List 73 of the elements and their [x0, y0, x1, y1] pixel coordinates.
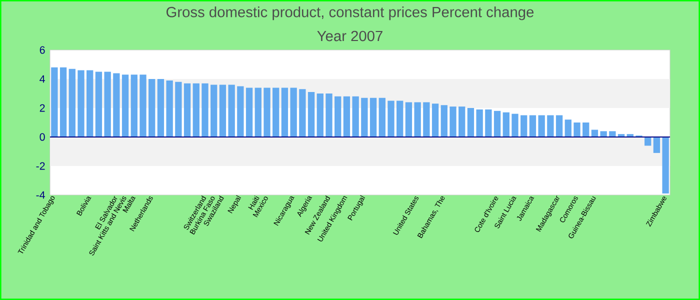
bar [219, 84, 226, 137]
bar [246, 88, 253, 137]
bar [308, 92, 315, 137]
bar [458, 106, 466, 137]
bar [361, 98, 368, 137]
bar [582, 122, 590, 137]
bar [485, 109, 492, 137]
bar [95, 72, 102, 137]
chart-subtitle: Year 2007 [317, 30, 382, 42]
bar [326, 94, 332, 137]
bar [140, 74, 146, 137]
bar [104, 72, 111, 137]
bar [78, 70, 84, 137]
bar [210, 84, 218, 137]
bar [113, 73, 120, 137]
bar [343, 96, 350, 137]
y-tick-label: 0 [40, 133, 45, 141]
bar [184, 83, 191, 137]
bar [396, 100, 404, 137]
bar [609, 131, 616, 137]
bar [432, 104, 439, 137]
bar [130, 74, 138, 137]
y-tick-label: 6 [40, 46, 45, 54]
chart-title: Gross domestic product, constant prices Percent change [166, 6, 534, 20]
bar [556, 115, 563, 137]
bar [157, 79, 164, 137]
bar [378, 98, 386, 137]
bar [281, 88, 288, 137]
bar [662, 137, 669, 194]
bar [467, 108, 474, 137]
bar [60, 67, 67, 137]
bar [272, 88, 280, 137]
bar [202, 83, 208, 137]
bar [644, 137, 652, 146]
bar [237, 86, 244, 137]
bar [476, 109, 483, 137]
bar [51, 67, 58, 137]
bar [440, 105, 448, 137]
bar [653, 137, 660, 153]
y-tick-label: 2 [40, 104, 45, 112]
bar [166, 80, 173, 137]
bar [450, 106, 456, 137]
bar [175, 82, 182, 137]
bar [299, 89, 306, 137]
bar [228, 84, 235, 137]
bar [405, 102, 412, 137]
bar [494, 110, 501, 137]
bar [334, 96, 342, 137]
bar [600, 131, 607, 137]
bar [192, 83, 200, 137]
bar [264, 88, 270, 137]
bar [512, 114, 518, 137]
bar [254, 88, 262, 137]
y-tick-label: -2 [36, 162, 45, 170]
bar [388, 100, 394, 137]
bar [122, 74, 129, 137]
bar [538, 115, 545, 137]
bar [502, 112, 510, 137]
bar [316, 94, 324, 137]
bar [148, 79, 156, 137]
bar [352, 96, 359, 137]
bar [370, 98, 377, 137]
bar [529, 115, 536, 137]
bar [423, 102, 430, 137]
y-tick-label: 4 [40, 75, 45, 83]
bar [520, 115, 528, 137]
bar [86, 70, 94, 137]
bar [414, 102, 421, 137]
bar [68, 68, 76, 137]
bar [547, 115, 554, 137]
bar [564, 120, 572, 137]
bar [574, 122, 580, 137]
bar [290, 88, 297, 137]
